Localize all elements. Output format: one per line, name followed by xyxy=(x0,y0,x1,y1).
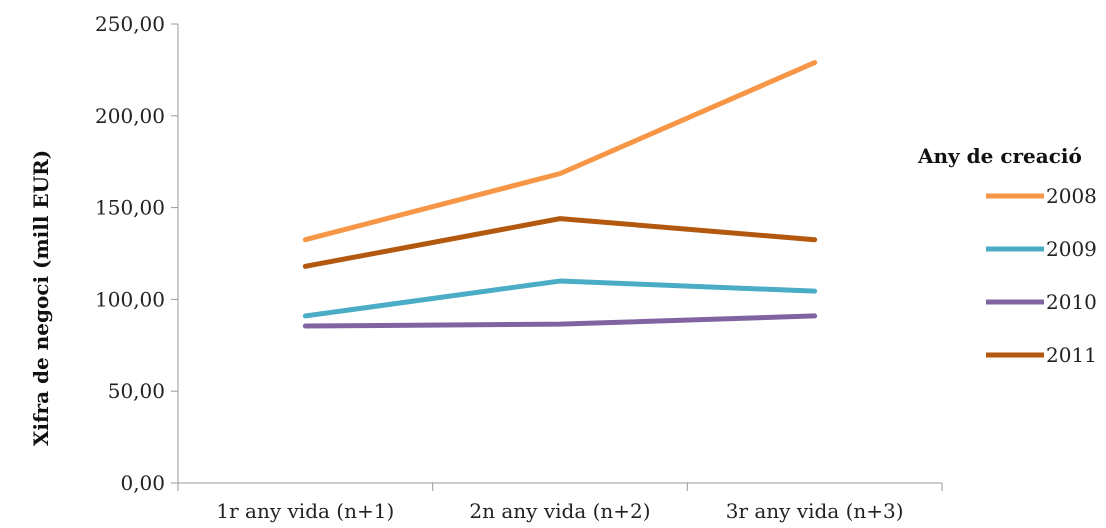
x-tick-label: 2n any vida (n+2) xyxy=(469,499,650,523)
series-lines xyxy=(302,60,818,329)
y-axis: 0,00 50,00 100,00 150,00 200,00 250,00 xyxy=(95,12,179,495)
legend: Any de creació 2008 2009 2010 2011 xyxy=(917,144,1097,367)
y-tick-label: 200,00 xyxy=(95,104,165,128)
y-tick-label: 100,00 xyxy=(95,287,165,311)
series-line-2009 xyxy=(302,278,818,319)
x-axis: 1r any vida (n+1) 2n any vida (n+2) 3r any… xyxy=(177,482,943,523)
y-axis-title: Xifra de negoci (mill EUR) xyxy=(29,150,53,446)
y-tick-label: 50,00 xyxy=(108,379,165,403)
legend-label-2011: 2011 xyxy=(1046,343,1097,367)
series-line-2008 xyxy=(302,60,818,243)
series-line-2010 xyxy=(302,313,818,329)
y-tick-label: 0,00 xyxy=(120,471,165,495)
legend-label-2010: 2010 xyxy=(1046,290,1097,314)
legend-title: Any de creació xyxy=(917,144,1082,168)
x-tick-label: 1r any vida (n+1) xyxy=(216,499,394,523)
legend-label-2008: 2008 xyxy=(1046,184,1097,208)
y-tick-label: 150,00 xyxy=(95,196,165,220)
series-line-2011 xyxy=(302,216,818,269)
legend-label-2009: 2009 xyxy=(1046,237,1097,261)
y-tick-label: 250,00 xyxy=(95,12,165,36)
x-tick-label: 3r any vida (n+3) xyxy=(726,499,904,523)
